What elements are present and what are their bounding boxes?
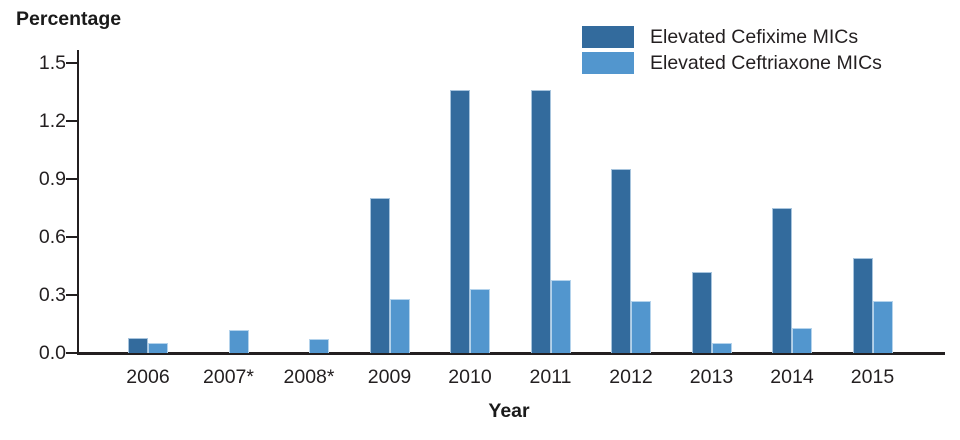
bar-elevated-ceftriaxone-mics-2011 [550, 280, 571, 353]
bar-elevated-cefixime-mics-2006 [128, 338, 148, 353]
y-tick-label-0.9: 0.9 [38, 168, 66, 190]
x-tick-label-2015: 2015 [850, 366, 895, 388]
x-tick-label-2008: 2008* [283, 366, 335, 388]
y-tick-0.6 [66, 236, 78, 238]
legend-label-ceftriaxone: Elevated Ceftriaxone MICs [650, 51, 882, 74]
y-tick-label-1.5: 1.5 [38, 52, 66, 74]
x-tick-label-2010: 2010 [448, 366, 492, 388]
bar-elevated-cefixime-mics-2011 [530, 90, 551, 353]
x-tick-label-2006: 2006 [126, 366, 170, 388]
bar-elevated-ceftriaxone-mics-2014 [792, 328, 812, 353]
bar-elevated-ceftriaxone-mics-2012 [631, 301, 651, 353]
bar-elevated-ceftriaxone-mics-2015 [872, 301, 893, 353]
bar-elevated-ceftriaxone-mics-2006 [148, 343, 168, 353]
bar-elevated-ceftriaxone-mics-2013 [711, 343, 732, 353]
bar-elevated-ceftriaxone-mics-2007 [228, 330, 249, 353]
x-tick-label-2012: 2012 [609, 366, 653, 388]
y-axis-title: Percentage [16, 8, 122, 30]
y-tick-label-0.0: 0.0 [38, 342, 66, 364]
y-tick-0.9 [66, 178, 78, 180]
legend-label-cefixime: Elevated Cefixime MICs [650, 25, 859, 48]
bar-elevated-ceftriaxone-mics-2010 [470, 289, 490, 353]
legend-swatch-ceftriaxone [582, 52, 634, 74]
x-tick-label-2007: 2007* [203, 366, 254, 388]
bar-elevated-cefixime-mics-2013 [691, 272, 712, 353]
bar-elevated-cefixime-mics-2015 [852, 258, 873, 353]
x-tick-label-2011: 2011 [529, 366, 572, 388]
y-tick-label-0.3: 0.3 [38, 284, 66, 306]
legend-swatch-cefixime [582, 26, 634, 48]
y-tick-label-0.6: 0.6 [38, 226, 66, 248]
y-tick-label-1.2: 1.2 [38, 110, 66, 132]
legend: Elevated Cefixime MICs Elevated Ceftriax… [582, 26, 882, 78]
x-axis-line [77, 352, 945, 355]
bar-elevated-ceftriaxone-mics-2008 [309, 339, 329, 353]
y-tick-1.5 [66, 62, 78, 64]
legend-item-cefixime: Elevated Cefixime MICs [582, 26, 882, 48]
x-tick-label-2014: 2014 [770, 366, 814, 388]
bar-elevated-cefixime-mics-2009 [369, 198, 390, 353]
x-axis-title: Year [488, 400, 530, 422]
legend-item-ceftriaxone: Elevated Ceftriaxone MICs [582, 52, 882, 74]
bar-elevated-cefixime-mics-2014 [772, 208, 792, 353]
y-tick-1.2 [66, 120, 78, 122]
x-tick-label-2009: 2009 [367, 366, 412, 388]
y-tick-0.3 [66, 294, 78, 296]
bar-elevated-ceftriaxone-mics-2009 [389, 299, 410, 353]
bar-elevated-cefixime-mics-2010 [450, 90, 470, 353]
x-tick-label-2013: 2013 [689, 366, 734, 388]
bar-elevated-cefixime-mics-2012 [611, 169, 631, 353]
y-axis-line [77, 50, 79, 355]
y-tick-0.0 [66, 352, 78, 354]
